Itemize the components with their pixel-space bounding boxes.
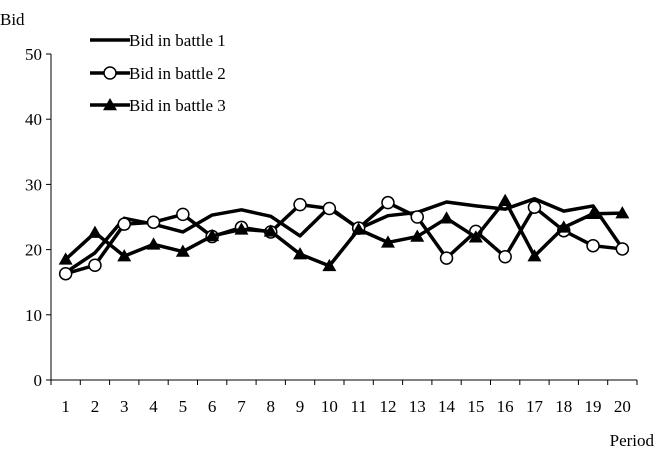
x-tick-label: 19 xyxy=(585,397,602,416)
legend-item-2: Bid in battle 2 xyxy=(90,64,226,83)
circle-point xyxy=(322,201,337,216)
legend-marker xyxy=(103,66,117,80)
x-tick-label: 1 xyxy=(61,397,70,416)
triangle-point xyxy=(117,249,132,262)
circle-point xyxy=(586,238,600,253)
triangle-point xyxy=(410,229,425,242)
triangle-point xyxy=(234,222,249,235)
legend-marker xyxy=(103,98,117,111)
x-tick-label: 6 xyxy=(208,397,217,416)
legend: Bid in battle 1 Bid in battle 2 Bid in bat… xyxy=(90,31,226,115)
y-axis-title: Bid xyxy=(0,10,25,29)
x-tick-label: 11 xyxy=(350,397,366,416)
triangle-point xyxy=(468,230,483,243)
y-tick-label: 30 xyxy=(25,175,42,194)
circle-point xyxy=(176,207,190,222)
circle-point xyxy=(117,217,131,231)
x-tick-label: 10 xyxy=(321,397,338,416)
legend-label: Bid in battle 3 xyxy=(129,96,226,115)
x-tick-label: 7 xyxy=(237,397,246,416)
triangle-point xyxy=(263,224,278,237)
x-tick-label: 9 xyxy=(296,397,305,416)
triangle-point xyxy=(146,237,161,250)
circle-point xyxy=(615,242,630,256)
x-tick-label: 3 xyxy=(120,397,129,416)
series-layer xyxy=(58,193,630,281)
circle-point xyxy=(88,258,102,272)
x-tick-label: 2 xyxy=(91,397,100,416)
triangle-point xyxy=(586,206,601,219)
legend-item-1: Bid in battle 1 xyxy=(90,31,226,50)
x-tick-label: 20 xyxy=(614,397,631,416)
x-axis-title: Period xyxy=(610,431,655,450)
triangle-point xyxy=(527,249,542,262)
triangle-point xyxy=(556,220,571,233)
triangle-point xyxy=(351,222,366,235)
y-tick-label: 20 xyxy=(25,241,42,260)
circle-point xyxy=(146,215,161,229)
x-tick-label: 15 xyxy=(467,397,484,416)
series-line xyxy=(64,198,623,268)
circle-point xyxy=(381,195,395,210)
triangle-point xyxy=(439,211,454,224)
x-tick-label: 4 xyxy=(149,397,158,416)
x-tick-label: 17 xyxy=(526,397,544,416)
y-tick-label: 0 xyxy=(34,371,43,390)
x-tick-label: 8 xyxy=(267,397,276,416)
x-tick-label: 5 xyxy=(179,397,188,416)
series-3 xyxy=(58,193,630,272)
triangle-point xyxy=(380,235,395,248)
legend-label: Bid in battle 2 xyxy=(129,64,226,83)
triangle-point xyxy=(87,225,102,238)
triangle-point xyxy=(175,244,190,257)
triangle-point xyxy=(293,247,308,260)
triangle-point xyxy=(205,228,220,242)
circle-point xyxy=(293,197,307,212)
triangle-point xyxy=(58,252,73,265)
x-tick-label: 16 xyxy=(497,397,514,416)
x-tick-label: 14 xyxy=(438,397,456,416)
x-tick-label: 12 xyxy=(379,397,396,416)
y-tick-label: 40 xyxy=(25,110,42,129)
y-tick-label: 50 xyxy=(25,45,42,64)
circle-point xyxy=(439,251,454,265)
triangle-point xyxy=(498,193,513,206)
x-tick-label: 13 xyxy=(409,397,426,416)
legend-item-3: Bid in battle 3 xyxy=(90,96,226,115)
circle-point xyxy=(58,266,73,281)
y-tick-label: 10 xyxy=(25,306,42,325)
legend-label: Bid in battle 1 xyxy=(129,31,226,50)
circle-point xyxy=(410,210,424,224)
series-2 xyxy=(58,195,630,281)
circle-point xyxy=(527,200,542,214)
triangle-point xyxy=(322,258,337,272)
circle-point xyxy=(498,250,512,264)
series-line xyxy=(65,200,623,276)
x-tick-label: 18 xyxy=(555,397,572,416)
triangle-point xyxy=(615,206,630,219)
